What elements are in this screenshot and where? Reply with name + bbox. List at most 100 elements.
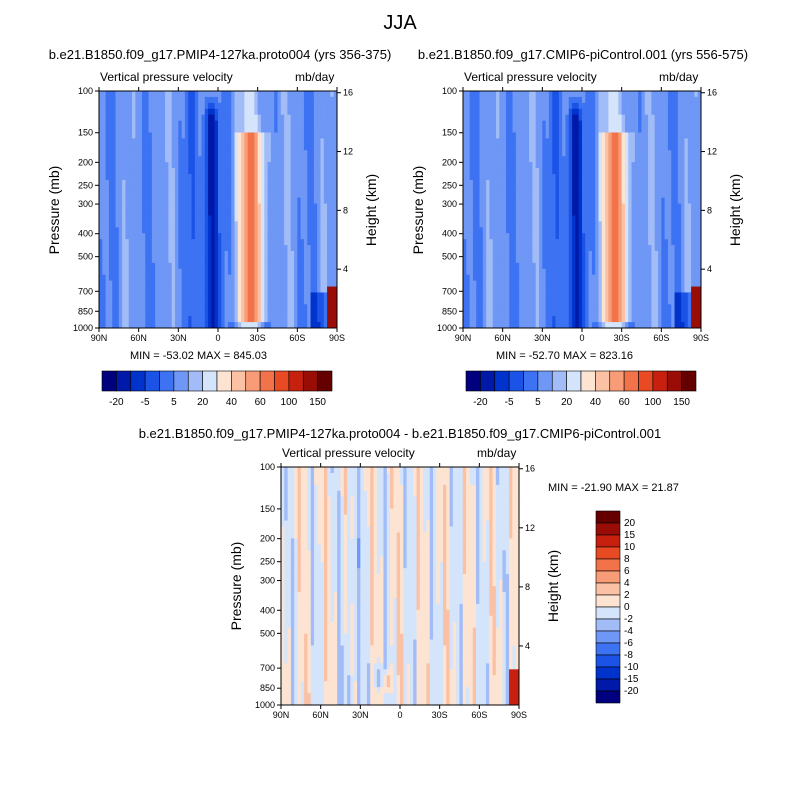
colorbar-label: 40 [226, 397, 238, 408]
colorbar-swatch [173, 370, 189, 392]
ytick-label: 200 [260, 534, 275, 544]
ytick-label: 250 [78, 180, 93, 190]
panel-title-top-left: b.e21.B1850.f09_g17.PMIP4-127ka.proto004… [48, 47, 392, 62]
colorbar-swatch [595, 618, 621, 632]
ytick-label: 700 [260, 663, 275, 673]
xtick-label: 0 [397, 710, 402, 720]
ytick-label: 250 [442, 180, 457, 190]
colorbar-label: 100 [645, 397, 662, 408]
xtick-label: 90N [91, 333, 108, 343]
colorbar-label: -6 [624, 638, 633, 649]
colorbar-swatch [537, 370, 553, 392]
colorbar-swatch [595, 370, 611, 392]
xtick-label: 90N [273, 710, 290, 720]
ytick-label: 400 [78, 229, 93, 239]
colorbar-label: -5 [505, 397, 514, 408]
colorbar-swatch [595, 582, 621, 596]
right-string-diff: mb/day [477, 446, 517, 460]
colorbar-swatch [666, 370, 682, 392]
colorbar-label: -2 [624, 614, 633, 625]
ytick-label: 1000 [437, 323, 457, 333]
colorbar-label: -10 [624, 662, 639, 673]
ytick-label: 300 [260, 576, 275, 586]
panel-title-diff: b.e21.B1850.f09_g17.PMIP4-127ka.proto004… [138, 426, 662, 441]
colorbar-label: 5 [171, 397, 177, 408]
colorbar-label: 8 [624, 554, 630, 565]
colorbar-swatch [595, 570, 621, 584]
colorbar-swatch [566, 370, 582, 392]
field-bottom-diff [281, 467, 519, 705]
colorbar-swatch [480, 370, 496, 392]
ytick-label: 150 [260, 504, 275, 514]
colorbar-label: 60 [255, 397, 267, 408]
colorbar-label: -15 [624, 674, 639, 685]
minmax-diff: MIN = -21.90 MAX = 21.87 [548, 482, 679, 494]
height-tick-label: 16 [525, 464, 535, 474]
colorbar-swatch [116, 370, 132, 392]
colorbar-label: 150 [309, 397, 326, 408]
colorbar-swatch [317, 370, 333, 392]
ytick-label: 700 [78, 286, 93, 296]
height-tick-label: 4 [707, 264, 712, 274]
colorbar-label: 20 [624, 518, 636, 529]
xtick-label: 30N [352, 710, 369, 720]
height-tick-label: 12 [707, 147, 717, 157]
panel-top-right: 90N 60N 30N 0 30S 60S 90S 100 150 200 250 300 400 500… [437, 86, 717, 343]
colorbar-swatch [595, 630, 621, 644]
colorbar-swatch [288, 370, 304, 392]
xtick-label: 30N [170, 333, 187, 343]
colorbar-label: 100 [281, 397, 298, 408]
ytick-label: 200 [78, 157, 93, 167]
height-tick-label: 12 [525, 523, 535, 533]
colorbar-swatch [595, 690, 621, 704]
field-top-right [463, 91, 701, 328]
left-string-diff: Vertical pressure velocity [282, 446, 415, 460]
ytick-label: 400 [442, 229, 457, 239]
colorbar-swatch [159, 370, 175, 392]
xtick-label: 0 [215, 333, 220, 343]
height-tick-label: 4 [343, 264, 348, 274]
colorbar-swatch [302, 370, 318, 392]
figure-title: JJA [383, 12, 417, 34]
colorbar-swatch [130, 370, 146, 392]
colorbar-label: 60 [619, 397, 631, 408]
ytick-label: 700 [442, 286, 457, 296]
minmax-top-left: MIN = -53.02 MAX = 845.03 [130, 350, 267, 362]
colorbar-swatch [144, 370, 160, 392]
colorbar-label: 20 [561, 397, 573, 408]
colorbar-swatch [595, 654, 621, 668]
right-string-top-left: mb/day [295, 70, 335, 84]
colorbar-label: 150 [673, 397, 690, 408]
ytick-label: 100 [260, 462, 275, 472]
colorbar-label: -20 [624, 686, 639, 697]
xtick-label: 60N [130, 333, 147, 343]
colorbar-swatch [609, 370, 625, 392]
xtick-label: 90N [455, 333, 472, 343]
panel-bottom-diff: 90N 60N 30N 0 30S 60S 90S 100 150 200 250 300 400 500… [255, 462, 535, 720]
field-top-left [99, 91, 337, 328]
xtick-label: 30S [614, 333, 630, 343]
colorbar-swatch [595, 642, 621, 656]
colorbar-swatch [638, 370, 654, 392]
ytick-label: 100 [78, 86, 93, 96]
colorbar-label: 40 [590, 397, 602, 408]
colorbar-label: 2 [624, 590, 630, 601]
colorbar-swatch [465, 370, 481, 392]
colorbar-label: 0 [624, 602, 630, 613]
colorbar-swatch [595, 594, 621, 608]
colorbar-swatch [595, 666, 621, 680]
ytick-label: 850 [260, 683, 275, 693]
xtick-label: 90S [693, 333, 709, 343]
colorbar-label: 15 [624, 530, 636, 541]
right-string-top-right: mb/day [659, 70, 699, 84]
colorbar-swatch [523, 370, 539, 392]
colorbar-swatch [231, 370, 247, 392]
colorbar-swatch [595, 558, 621, 572]
height-tick-label: 16 [343, 88, 353, 98]
xtick-label: 60S [653, 333, 669, 343]
colorbar-swatch [494, 370, 510, 392]
xtick-label: 60S [289, 333, 305, 343]
ytick-label: 850 [78, 306, 93, 316]
ytick-label: 500 [260, 628, 275, 638]
